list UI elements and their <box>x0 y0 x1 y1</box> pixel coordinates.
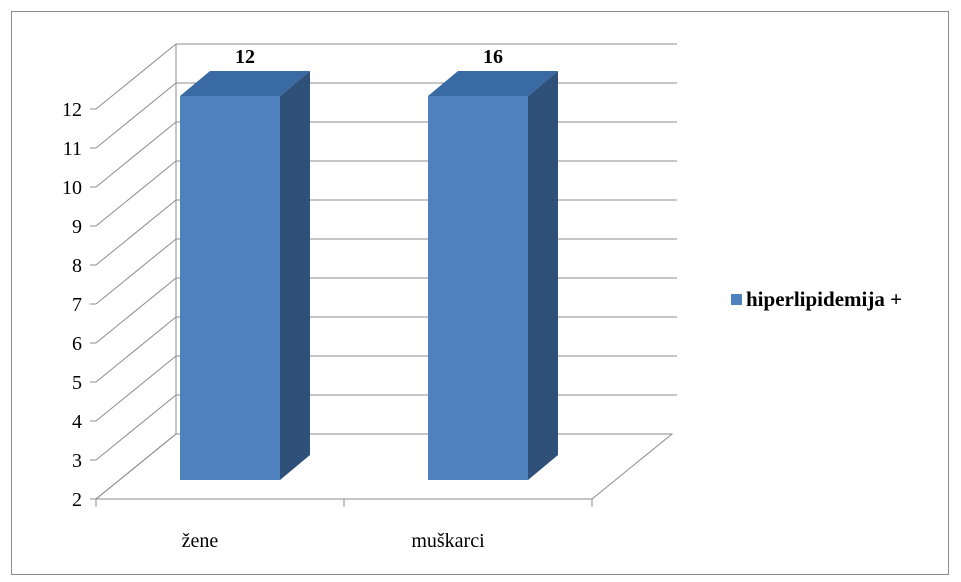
bar-top <box>180 71 310 96</box>
side-wall-line <box>95 82 177 149</box>
y-tick-label: 4 <box>72 411 82 433</box>
side-wall-line <box>95 121 177 188</box>
legend: hiperlipidemija + <box>731 287 902 311</box>
y-tick-label: 6 <box>72 333 82 355</box>
chart-floor <box>94 433 674 507</box>
y-axis-ticks: 2 3 4 5 6 7 8 9 10 11 12 <box>62 99 96 511</box>
y-tick-label: 5 <box>72 372 82 394</box>
side-wall-line <box>95 394 177 461</box>
side-wall-line <box>95 199 177 266</box>
y-tick-label: 11 <box>63 138 82 160</box>
y-tick-label: 7 <box>72 294 82 316</box>
side-wall-line <box>95 355 177 422</box>
legend-swatch <box>731 294 742 305</box>
bar-side <box>528 71 558 480</box>
side-wall-line <box>95 160 177 227</box>
category-label: muškarci <box>411 530 485 552</box>
bar-front <box>428 96 528 480</box>
data-label: 16 <box>483 46 503 68</box>
data-label: 12 <box>235 46 255 68</box>
y-tick-label: 8 <box>72 255 82 277</box>
legend-label: hiperlipidemija + <box>746 287 902 311</box>
side-wall-line <box>95 316 177 383</box>
side-wall-line <box>95 238 177 305</box>
side-wall-line <box>95 277 177 344</box>
side-wall-line <box>95 43 177 110</box>
y-tick-label: 10 <box>62 177 82 199</box>
y-tick-label: 2 <box>72 489 82 511</box>
chart-svg: 2 3 4 5 6 7 8 9 10 11 12 12 16 žene muškarci hiperli… <box>62 43 902 552</box>
bars <box>180 71 558 480</box>
chart-frame: 2 3 4 5 6 7 8 9 10 11 12 12 16 žene muškarci hiperli… <box>11 11 949 575</box>
category-label: žene <box>182 530 219 552</box>
y-tick-label: 9 <box>72 216 82 238</box>
x-axis-categories: žene muškarci <box>182 530 485 552</box>
bar-side <box>280 71 310 480</box>
floor-outline <box>94 433 674 500</box>
y-tick-label: 12 <box>62 99 82 121</box>
y-tick-label: 3 <box>72 450 82 472</box>
bar-top <box>428 71 558 96</box>
data-labels: 12 16 <box>235 46 503 68</box>
bar-front <box>180 96 280 480</box>
